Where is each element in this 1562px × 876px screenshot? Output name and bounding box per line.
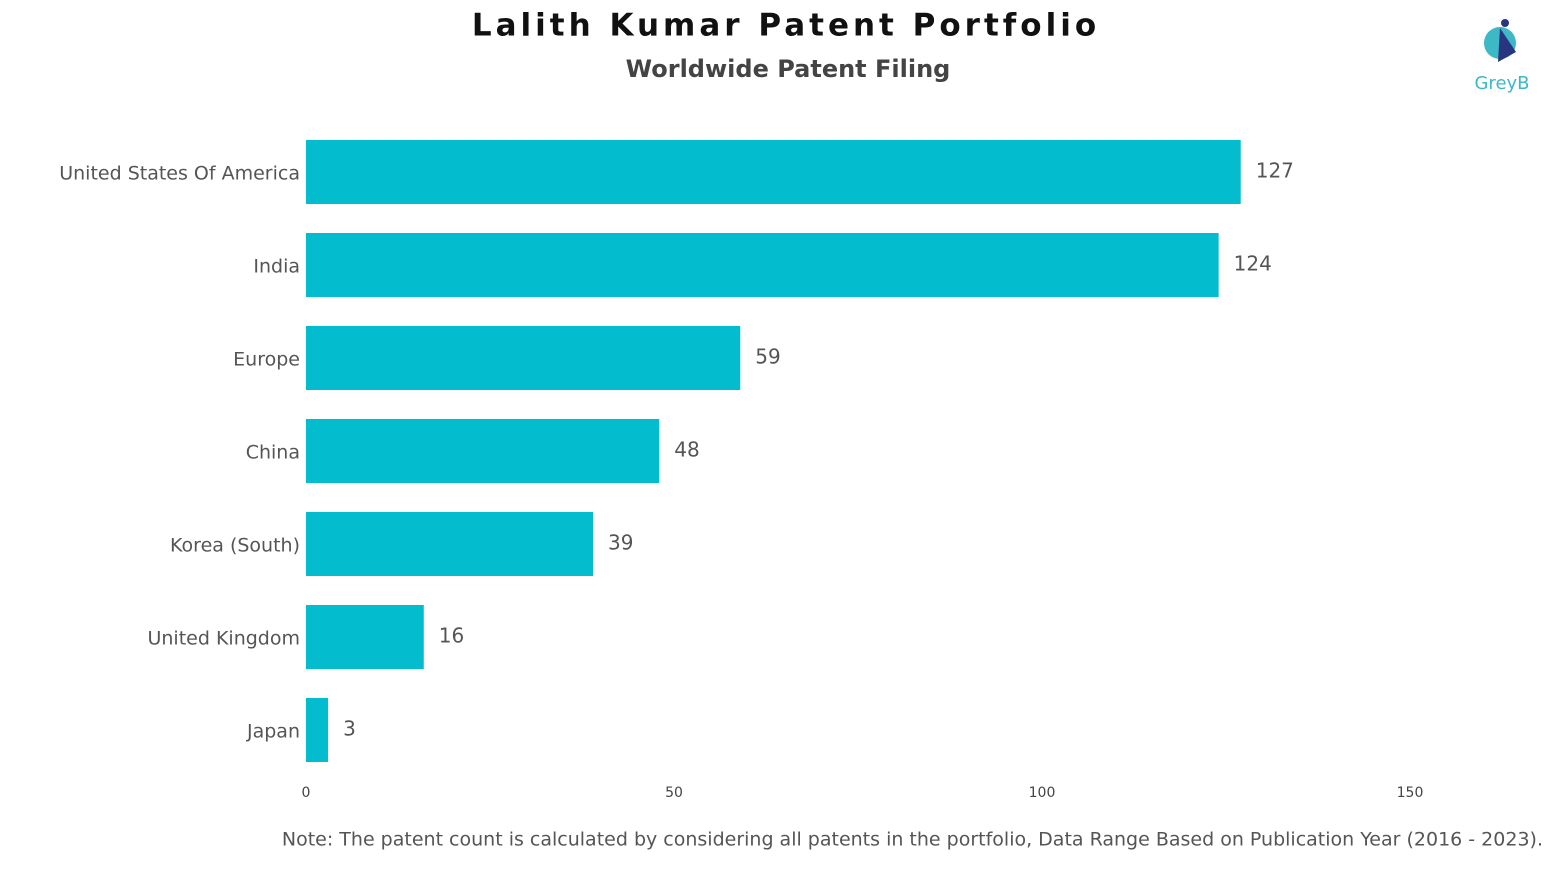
value-label: 48: [674, 438, 699, 462]
x-tick-label: 100: [1029, 785, 1056, 801]
y-tick-label: Europe: [233, 349, 300, 371]
bar: [306, 605, 424, 669]
value-label: 127: [1256, 159, 1294, 183]
value-label: 3: [343, 717, 356, 741]
bar: [306, 140, 1241, 204]
x-tick-label: 150: [1397, 785, 1424, 801]
logo-text: GreyB: [1474, 73, 1529, 94]
y-tick-label: China: [246, 442, 300, 464]
value-label: 16: [439, 624, 464, 648]
x-tick-label: 0: [302, 785, 311, 801]
bar: [306, 326, 741, 390]
chart-title: Lalith Kumar Patent Portfolio: [472, 8, 1100, 44]
chart-subtitle: Worldwide Patent Filing: [626, 55, 951, 83]
x-tick-label: 50: [665, 785, 683, 801]
value-label: 124: [1234, 252, 1272, 276]
bar: [306, 512, 594, 576]
bar: [306, 233, 1219, 297]
y-tick-label: Korea (South): [170, 535, 300, 557]
note: Note: The patent count is calculated by …: [282, 829, 1543, 851]
y-tick-label: United States Of America: [59, 163, 300, 185]
value-label: 59: [755, 345, 780, 369]
bar: [306, 698, 329, 762]
y-tick-label: United Kingdom: [147, 628, 300, 650]
y-tick-label: Japan: [246, 721, 300, 743]
bar: [306, 419, 660, 483]
logo-icon: [1484, 19, 1516, 62]
value-label: 39: [608, 531, 633, 555]
y-tick-label: India: [253, 256, 300, 278]
